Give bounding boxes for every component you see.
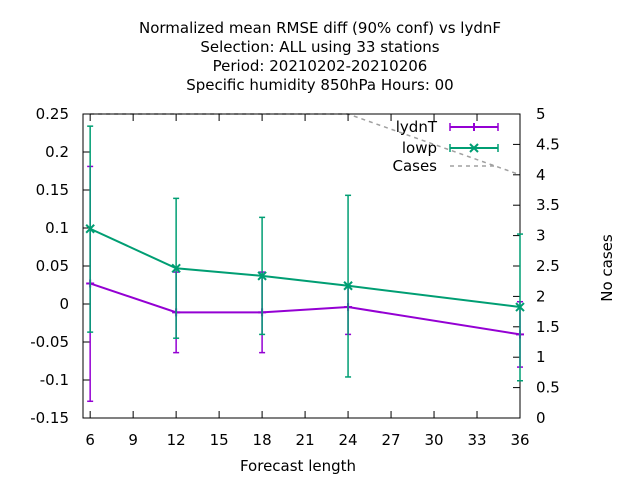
y2-tick-label: 2.5 — [536, 257, 560, 275]
series-lowp-point — [85, 224, 95, 234]
legend-label-cases: Cases — [392, 157, 437, 175]
legend-label-lowp: lowp — [402, 139, 437, 157]
y2-tick-label: 4.5 — [536, 135, 560, 153]
chart-title-line: Specific humidity 850hPa Hours: 00 — [186, 76, 453, 94]
y-tick-label: -0.15 — [30, 409, 69, 427]
plot-frame — [82, 113, 521, 419]
y-tick-label: 0.05 — [36, 257, 69, 275]
x-tick-label: 33 — [467, 431, 486, 449]
y2-tick-label: 0 — [536, 409, 546, 427]
x-tick-label: 6 — [85, 431, 95, 449]
series-lowp-line — [89, 227, 521, 309]
x-tick-label: 15 — [210, 431, 229, 449]
y2-tick-label: 2 — [536, 287, 546, 305]
x-tick-label: 21 — [296, 431, 315, 449]
y-tick-label: 0.15 — [36, 181, 69, 199]
series-lowp-point — [343, 281, 353, 291]
series-lowp-point — [515, 302, 525, 312]
y-tick-label: 0 — [59, 295, 69, 313]
y-tick-label: 0.25 — [36, 105, 69, 123]
series-lowp-point — [257, 271, 267, 281]
x-axis-label: Forecast length — [240, 457, 356, 475]
y2-tick-label: 4 — [536, 166, 546, 184]
x-tick-label: 9 — [128, 431, 138, 449]
y-tick-label: -0.05 — [30, 333, 69, 351]
y2-axis-label: No cases — [598, 234, 616, 302]
y2-tick-label: 1 — [536, 348, 546, 366]
x-tick-label: 24 — [339, 431, 358, 449]
legend-label-lydnt: lydnT — [396, 118, 438, 136]
x-tick-label: 18 — [253, 431, 272, 449]
y2-tick-label: 1.5 — [536, 318, 560, 336]
y2-tick-label: 0.5 — [536, 379, 560, 397]
legend-marker-lowp — [469, 143, 479, 153]
y-tick-label: 0.2 — [45, 143, 69, 161]
chart-title-line: Selection: ALL using 33 stations — [200, 38, 439, 56]
series-lowp-point — [171, 263, 181, 273]
x-tick-label: 30 — [424, 431, 443, 449]
x-tick-label: 36 — [510, 431, 529, 449]
y2-tick-label: 5 — [536, 105, 546, 123]
y2-tick-label: 3.5 — [536, 196, 560, 214]
y2-tick-label: 3 — [536, 227, 546, 245]
chart-title-line: Period: 20210202-20210206 — [213, 57, 428, 75]
series-cases-line — [90, 113, 521, 176]
y-tick-label: -0.1 — [40, 371, 69, 389]
chart-title-line: Normalized mean RMSE diff (90% conf) vs … — [139, 19, 501, 37]
x-tick-label: 27 — [382, 431, 401, 449]
y-tick-label: 0.1 — [45, 219, 69, 237]
x-tick-label: 12 — [167, 431, 186, 449]
series-lydnt-line — [89, 282, 521, 336]
